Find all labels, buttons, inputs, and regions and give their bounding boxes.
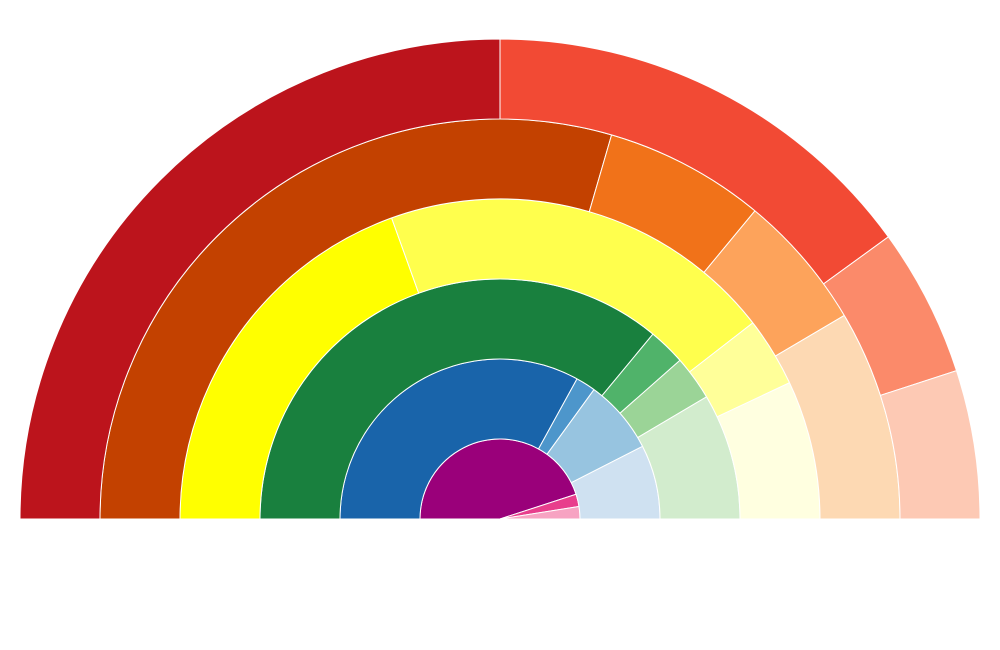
- rings-layer: [19, 38, 981, 520]
- ring-6: [19, 38, 981, 520]
- ring-6-segment-1[interactable]: [19, 38, 501, 520]
- ring-5: [99, 118, 901, 520]
- ring-4: [179, 198, 821, 520]
- ring-6-segment-4[interactable]: [879, 370, 981, 520]
